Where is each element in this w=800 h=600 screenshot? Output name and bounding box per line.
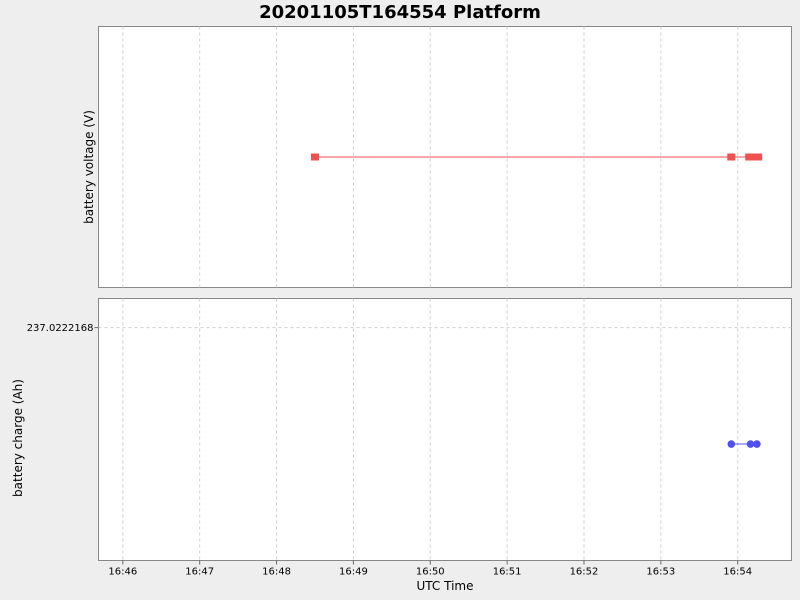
data-point <box>753 440 761 448</box>
charge-plot-area <box>98 298 792 561</box>
charge-series <box>727 440 761 448</box>
x-tick-label: 16:54 <box>723 567 752 578</box>
voltage-series <box>310 153 763 161</box>
y-tick-label: 237.0222168 <box>27 323 94 334</box>
x-tick-label: 16:49 <box>339 567 368 578</box>
data-point <box>727 440 736 448</box>
charge-panel: 237.0222168 battery charge (Ah) <box>11 298 792 561</box>
charge-grid <box>98 298 792 561</box>
x-axis-ticks: 16:46 16:47 16:48 16:49 16:50 16:51 16:52 16:53… <box>108 560 752 578</box>
data-point <box>310 153 319 161</box>
voltage-panel: battery voltage (V) <box>82 26 792 288</box>
x-axis-label: UTC Time <box>417 579 474 593</box>
x-tick-label: 16:53 <box>646 567 675 578</box>
data-point <box>727 153 736 161</box>
x-tick-label: 16:50 <box>416 567 445 578</box>
voltage-grid <box>122 26 739 288</box>
data-point <box>746 440 755 448</box>
x-tick-label: 16:52 <box>570 567 599 578</box>
x-tick-label: 16:51 <box>493 567 522 578</box>
charge-axis-label: battery charge (Ah) <box>11 379 25 497</box>
x-tick-label: 16:46 <box>108 567 137 578</box>
x-tick-label: 16:48 <box>262 567 291 578</box>
voltage-axis-label: battery voltage (V) <box>82 110 96 224</box>
charge-y-ticks: 237.0222168 <box>27 323 99 334</box>
x-tick-label: 16:47 <box>185 567 214 578</box>
chart-title: 20201105T164554 Platform <box>259 2 541 23</box>
data-point <box>754 153 763 161</box>
